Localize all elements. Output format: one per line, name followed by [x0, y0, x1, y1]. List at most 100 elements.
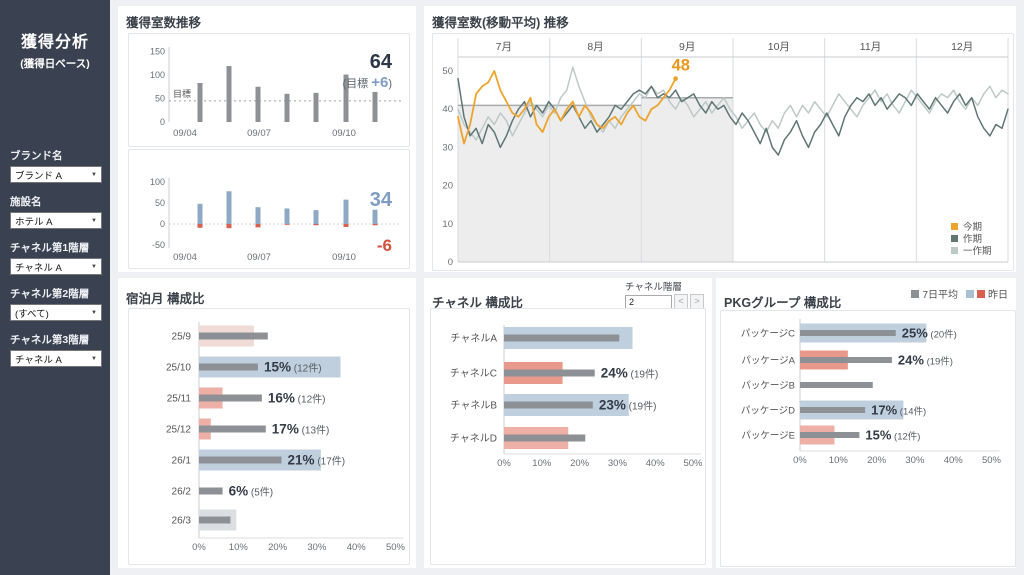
bar-mark — [313, 92, 319, 122]
channel-level1-filter: チャネル第1階層 チャネル A ▼ — [10, 240, 102, 275]
facility-filter: 施設名 ホテル A ▼ — [10, 194, 102, 229]
channel-level2-select[interactable]: (すべて) ▼ — [10, 304, 102, 321]
bar-mark-negative — [197, 224, 203, 228]
channel-chart-card: 0% 10% 20% 30% 40% 50% チャネルA チャネルC 24% (19件) チャネル… — [430, 308, 706, 565]
bar-mark — [372, 91, 378, 122]
channel-level2-filter: チャネル第2階層 (すべて) ▼ — [10, 286, 102, 321]
x-tick-label: 09/07 — [247, 252, 271, 263]
channel-level3-select[interactable]: チャネル A ▼ — [10, 350, 102, 367]
avg-bar — [504, 434, 586, 442]
y-tick-label: 0 — [448, 257, 453, 268]
yesterday-legend-swatch-blue — [966, 289, 974, 298]
bar-mark-negative — [372, 224, 378, 226]
avg-bar — [199, 425, 266, 433]
x-tick-label: 30% — [905, 455, 925, 466]
avg-bar — [199, 487, 223, 495]
chevron-down-icon: ▼ — [91, 309, 97, 316]
value-label: 25% (20件) — [902, 326, 957, 341]
avg-bar — [504, 369, 595, 377]
pkg-hbar-chart[interactable]: 0% 10% 20% 30% 40% 50% パッケージC 25% (20件) パッケージA 24… — [721, 311, 1013, 564]
y-tick-label: 40 — [442, 104, 453, 115]
brand-filter: ブランド名 ブランド A ▼ — [10, 148, 102, 183]
y-tick-label: 0 — [160, 219, 165, 229]
x-tick-label: 0% — [192, 542, 206, 553]
diff-rooms-bar-chart[interactable]: 100 50 0 -50 09/04 09/07 09/10 34 -6 — [129, 150, 407, 266]
channel-level3-filter-label: チャネル第3階層 — [10, 334, 90, 346]
value-label: 21% (17件) — [288, 453, 346, 468]
x-tick-label: 10% — [829, 455, 849, 466]
avg-bar — [199, 394, 262, 402]
dashboard-subtitle: (獲得日ベース) — [20, 58, 90, 70]
y-tick-label: 30 — [442, 142, 453, 153]
bar-mark — [255, 86, 261, 122]
channel-title: チャネル 構成比 — [432, 296, 523, 310]
x-tick-label: 09/07 — [247, 128, 271, 139]
category-label: 25/12 — [166, 425, 191, 436]
x-tick-label: 20% — [867, 455, 887, 466]
daily-rooms-chart-card: 150 100 50 0 目標 09/04 09/07 09/10 64 (目標 +6) — [128, 33, 410, 147]
bar-mark-negative — [255, 224, 261, 228]
x-tick-label: 0% — [497, 458, 511, 469]
channel-level1-select[interactable]: チャネル A ▼ — [10, 258, 102, 275]
x-tick-label: 0% — [793, 455, 807, 466]
category-label: チャネルB — [450, 400, 497, 412]
diff-headline-negative: -6 — [377, 236, 392, 255]
channel-level1-filter-label: チャネル第1階層 — [10, 242, 90, 254]
avg-bar — [199, 332, 268, 340]
y-tick-label: 100 — [150, 177, 165, 187]
daily-rooms-bar-chart[interactable]: 150 100 50 0 目標 09/04 09/07 09/10 64(目標 +6) — [129, 34, 407, 144]
category-label: 26/1 — [172, 456, 192, 467]
avg-legend-swatch — [911, 289, 920, 298]
panel-channel: チャネル 構成比 チャネル階層 2 < > 0% 10% 20% 30% 40% 50% チ… — [424, 278, 712, 568]
bar-mark-positive — [313, 210, 319, 224]
channel-hbar-chart[interactable]: 0% 10% 20% 30% 40% 50% チャネルA チャネルC 24% (19件) チャネル… — [431, 309, 703, 562]
category-label: パッケージD — [741, 406, 795, 417]
x-tick-label: 30% — [608, 458, 628, 469]
facility-select[interactable]: ホテル A ▼ — [10, 212, 102, 229]
diff-rooms-chart-card: 100 50 0 -50 09/04 09/07 09/10 34 -6 — [128, 149, 410, 269]
bar-mark-positive — [284, 208, 290, 224]
y-tick-label: 20 — [442, 181, 453, 192]
y-tick-label: 0 — [160, 117, 165, 127]
channel-level3-filter: チャネル第3階層 チャネル A ▼ — [10, 332, 102, 367]
spinner-next-button[interactable]: > — [690, 294, 704, 309]
bar-mark-negative — [343, 224, 349, 227]
stay-month-hbar-chart[interactable]: 0% 10% 20% 30% 40% 50% 25/9 25/10 15% (12件) 25/11… — [129, 309, 407, 562]
bar-mark-negative — [313, 224, 319, 226]
panel-acquired-rooms: 獲得室数推移 150 100 50 0 目標 09/04 09/07 09/10 64 (目標 +… — [118, 6, 416, 272]
current-annotation: 48 — [672, 57, 690, 75]
value-label: 17% (13件) — [272, 422, 330, 437]
value-label: 23% (19件) — [599, 398, 657, 413]
brand-select[interactable]: ブランド A ▼ — [10, 166, 102, 183]
spinner-prev-button[interactable]: < — [674, 294, 688, 309]
category-label: チャネルC — [450, 368, 497, 380]
x-tick-label: 09/10 — [332, 128, 356, 139]
avg-bar — [504, 334, 620, 342]
y-tick-label: 100 — [150, 70, 165, 80]
avg-bar — [800, 357, 892, 363]
x-tick-label: 10% — [532, 458, 552, 469]
x-tick-label: 50% — [982, 455, 1002, 466]
category-label: チャネルD — [450, 433, 497, 445]
month-label: 8月 — [587, 41, 603, 53]
dashboard-title: 獲得分析 — [20, 34, 89, 51]
category-label: パッケージE — [741, 431, 795, 442]
category-label: チャネルA — [450, 333, 497, 345]
category-label: 25/10 — [166, 363, 191, 374]
channel-level-spinner-label: チャネル階層 — [625, 282, 682, 293]
avg-legend-label: 7日平均 — [922, 290, 958, 301]
x-tick-label: 09/04 — [173, 252, 197, 263]
avg-bar — [800, 382, 873, 388]
channel-level-input[interactable]: 2 — [625, 294, 672, 309]
x-tick-label: 09/10 — [332, 252, 356, 263]
value-label: 16% (12件) — [268, 391, 326, 406]
category-label: 25/11 — [167, 394, 192, 405]
legend-label: 今期 — [963, 221, 982, 233]
pkg-group-title: PKGグループ 構成比 — [724, 296, 842, 310]
panel-stay-month: 宿泊月 構成比 0% 10% 20% 30% 40% 50% 25/9 25/10 15% (1… — [118, 278, 416, 568]
bar-mark — [284, 93, 290, 122]
month-label: 7月 — [496, 41, 512, 53]
chevron-down-icon: ▼ — [91, 217, 97, 224]
diff-headline-positive: 34 — [370, 189, 393, 211]
